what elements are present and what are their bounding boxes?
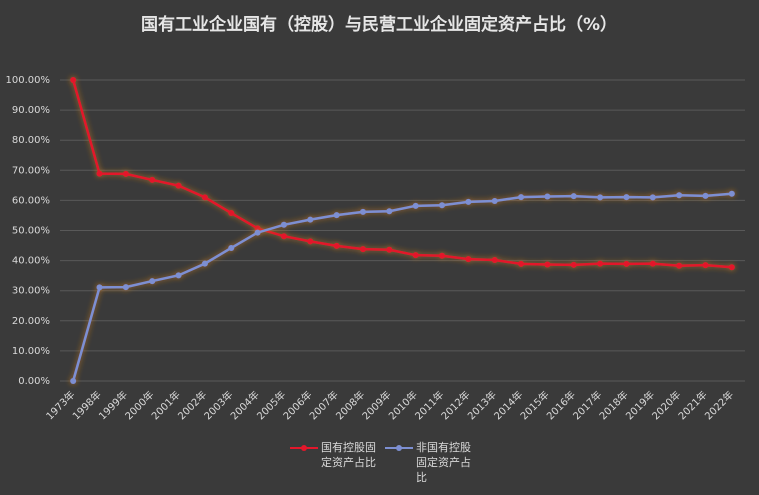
point [518,194,525,201]
y-tick-label: 20.00% [12,316,50,327]
point [491,198,498,205]
point [122,170,129,177]
legend-label: 国有控股固定资产占比 [321,441,376,469]
point [439,202,446,209]
point [676,262,683,269]
point [465,198,472,205]
point [333,242,340,249]
point [175,182,182,189]
point [175,272,182,279]
point [122,284,129,291]
legend-item: 国有控股固定资产占比 [290,440,379,470]
y-tick-label: 0.00% [18,376,50,387]
y-tick-label: 50.00% [12,226,50,237]
point [702,262,709,269]
y-tick-label: 30.00% [12,286,50,297]
y-tick-label: 60.00% [12,195,50,206]
point [465,256,472,263]
point [228,210,235,217]
point [491,256,498,263]
point [702,192,709,199]
legend-swatch [385,440,413,455]
point [307,216,314,223]
series [70,190,735,384]
point [70,378,77,384]
y-tick-label: 70.00% [12,165,50,176]
point [570,193,577,200]
point [728,190,735,197]
point [96,284,103,291]
point [280,221,287,228]
point [676,192,683,199]
point [96,170,103,177]
point [412,252,419,259]
legend-swatch [290,440,318,455]
chart-title: 国有工业企业国有（控股）与民营工业企业固定资产占比（%） [141,14,617,35]
point [728,264,735,271]
point [254,225,261,232]
point [307,238,314,245]
point [649,194,656,201]
point [70,77,77,83]
point [597,194,604,201]
line [71,79,732,269]
y-tick-label: 80.00% [12,135,50,146]
point [649,260,656,267]
point [386,208,393,215]
point [544,193,551,200]
x-tick-label: 2022年 [702,388,736,422]
point [439,252,446,259]
legend-item: 非国有控股固定资产占比 [385,440,474,485]
point [333,212,340,219]
point [201,260,208,267]
point [518,260,525,267]
point [570,261,577,268]
point [149,176,156,183]
point [623,194,630,201]
point [597,260,604,267]
point [412,202,419,209]
y-tick-label: 10.00% [12,346,50,357]
line [71,192,732,382]
point [254,229,261,236]
legend-label: 非国有控股固定资产占比 [416,441,471,484]
point [228,244,235,251]
y-tick-label: 100.00% [6,75,51,86]
point [359,208,366,215]
point [544,261,551,268]
point [149,278,156,285]
y-tick-label: 40.00% [12,256,50,267]
y-tick-label: 90.00% [12,105,50,116]
point [386,246,393,253]
point [201,194,208,201]
series [70,77,735,271]
point [359,246,366,253]
point [623,260,630,267]
point [280,233,287,240]
